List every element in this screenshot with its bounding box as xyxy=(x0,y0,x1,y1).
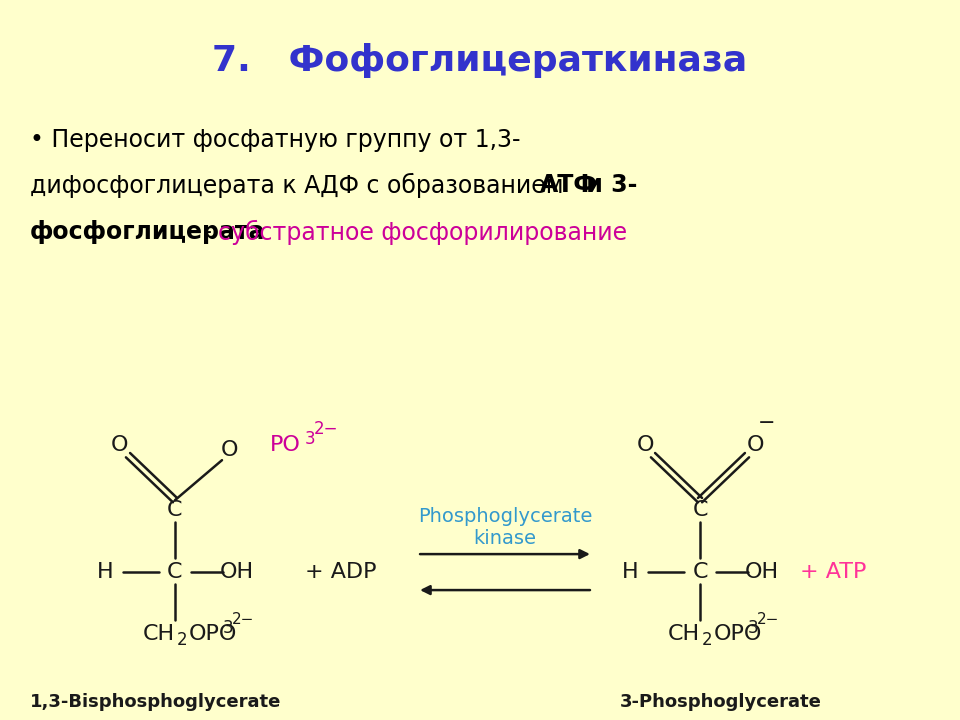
Text: O: O xyxy=(111,435,129,455)
Text: фосфоглицерата: фосфоглицерата xyxy=(30,220,266,244)
Text: C: C xyxy=(692,500,708,520)
Text: 2: 2 xyxy=(702,631,712,649)
Text: H: H xyxy=(622,562,638,582)
Text: 2−: 2− xyxy=(314,420,339,438)
Text: OH: OH xyxy=(745,562,780,582)
Text: дифосфоглицерата к АДФ с образованием: дифосфоглицерата к АДФ с образованием xyxy=(30,173,571,198)
Text: АТФ: АТФ xyxy=(540,173,598,197)
Text: −: − xyxy=(758,413,776,433)
Text: CH: CH xyxy=(143,624,175,644)
Text: O: O xyxy=(746,435,764,455)
Text: -: - xyxy=(196,220,220,244)
Text: OPO: OPO xyxy=(714,624,762,644)
Text: CH: CH xyxy=(668,624,700,644)
Text: 3-Phosphoglycerate: 3-Phosphoglycerate xyxy=(620,693,822,711)
Text: C: C xyxy=(167,562,182,582)
Text: 3: 3 xyxy=(223,619,233,637)
Text: + ATP: + ATP xyxy=(800,562,866,582)
Text: H: H xyxy=(97,562,113,582)
Text: O: O xyxy=(221,440,239,460)
Text: 2: 2 xyxy=(177,631,187,649)
Text: OPO: OPO xyxy=(189,624,237,644)
Text: C: C xyxy=(692,562,708,582)
Text: Phosphoglycerate: Phosphoglycerate xyxy=(418,507,592,526)
Text: C: C xyxy=(167,500,182,520)
Text: + ADP: + ADP xyxy=(305,562,376,582)
Text: 3: 3 xyxy=(305,430,316,448)
Text: 3: 3 xyxy=(748,619,758,637)
Text: 1,3-Bisphosphoglycerate: 1,3-Bisphosphoglycerate xyxy=(30,693,281,711)
Text: субстратное фосфорилирование: субстратное фосфорилирование xyxy=(218,220,627,245)
Text: и 3-: и 3- xyxy=(578,173,637,197)
Text: O: O xyxy=(636,435,654,455)
Text: kinase: kinase xyxy=(473,528,537,548)
Text: • Переносит фосфатную группу от 1,3-: • Переносит фосфатную группу от 1,3- xyxy=(30,128,520,152)
Text: OH: OH xyxy=(220,562,254,582)
Text: 7.   Фофоглицераткиназа: 7. Фофоглицераткиназа xyxy=(212,43,748,78)
Text: 2−: 2− xyxy=(757,612,780,627)
Text: PO: PO xyxy=(270,435,300,455)
Text: 2−: 2− xyxy=(232,612,254,627)
